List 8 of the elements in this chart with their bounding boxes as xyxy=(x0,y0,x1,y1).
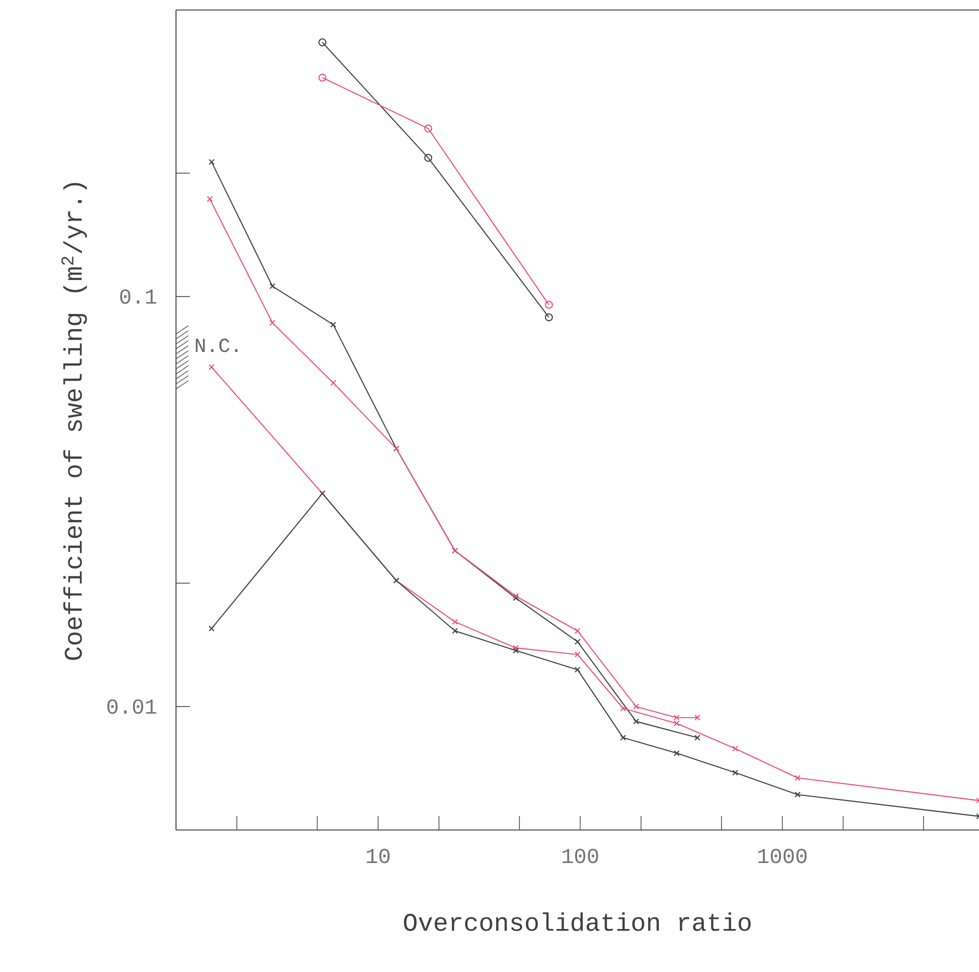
x-tick-label: 10 xyxy=(366,848,390,864)
annotation: N.C. xyxy=(196,338,238,352)
x-tick-label: 100 xyxy=(562,848,598,864)
y-tick-label: 0.1 xyxy=(120,289,156,304)
y-tick-label: 0.01 xyxy=(107,699,156,714)
y-axis-title: Coefficient of swelling (m$^{2}$/yr.) xyxy=(61,182,87,660)
x-tick-label: 1000 xyxy=(758,848,807,864)
x-axis-title: Overconsolidation ratio xyxy=(404,912,751,932)
